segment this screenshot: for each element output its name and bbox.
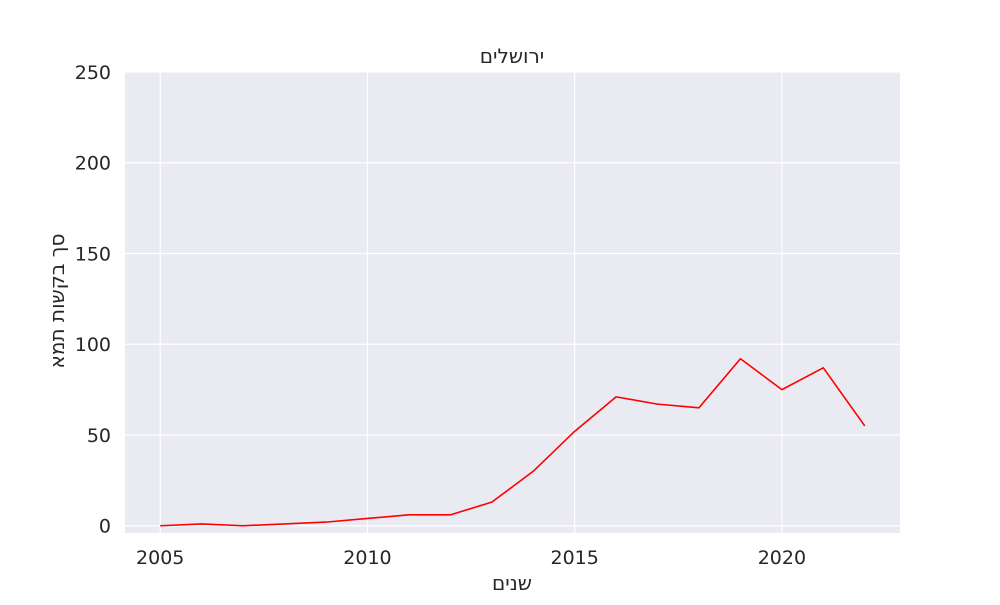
y-tick-labels: 0 50 100 150 200 250 bbox=[75, 62, 111, 538]
y-tick-label: 250 bbox=[75, 62, 111, 84]
x-tick-label: 2005 bbox=[136, 547, 184, 569]
x-axis-label: שנים bbox=[492, 571, 532, 595]
x-tick-label: 2020 bbox=[758, 547, 806, 569]
y-tick-label: 0 bbox=[99, 516, 111, 538]
x-tick-label: 2015 bbox=[550, 547, 598, 569]
chart-title: ירושלים bbox=[480, 44, 545, 68]
x-tick-label: 2010 bbox=[343, 547, 391, 569]
y-tick-label: 200 bbox=[75, 153, 111, 175]
plot-background bbox=[125, 72, 900, 533]
y-tick-label: 150 bbox=[75, 243, 111, 265]
y-tick-label: 50 bbox=[87, 425, 111, 447]
y-tick-label: 100 bbox=[75, 334, 111, 356]
y-axis-label: סך בקשות תמא bbox=[45, 233, 69, 368]
x-tick-labels: 2005 2010 2015 2020 bbox=[136, 547, 806, 569]
